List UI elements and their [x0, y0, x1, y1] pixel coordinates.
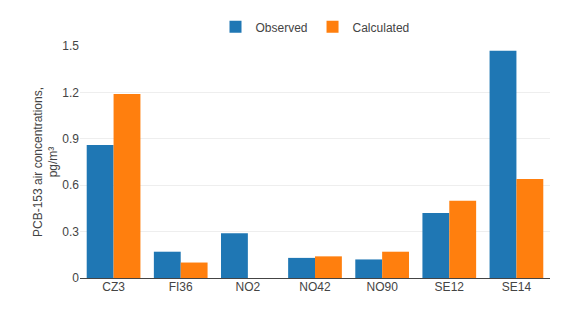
svg-text:0.3: 0.3	[62, 225, 79, 239]
svg-text:1.2: 1.2	[62, 86, 79, 100]
svg-text:Calculated: Calculated	[353, 21, 410, 35]
svg-text:NO2: NO2	[236, 280, 261, 294]
svg-text:FI36: FI36	[169, 280, 193, 294]
svg-text:SE12: SE12	[435, 280, 465, 294]
svg-text:PCB-153 air concentrations,pg/: PCB-153 air concentrations,pg/m³	[31, 87, 61, 237]
svg-text:0.9: 0.9	[62, 132, 79, 146]
svg-text:CZ3: CZ3	[102, 280, 125, 294]
svg-text:NO42: NO42	[299, 280, 331, 294]
svg-text:1.5: 1.5	[62, 39, 79, 53]
svg-text:Observed: Observed	[256, 21, 308, 35]
svg-text:0.6: 0.6	[62, 178, 79, 192]
svg-text:0: 0	[72, 271, 79, 285]
svg-text:SE14: SE14	[502, 280, 532, 294]
svg-text:NO90: NO90	[366, 280, 398, 294]
